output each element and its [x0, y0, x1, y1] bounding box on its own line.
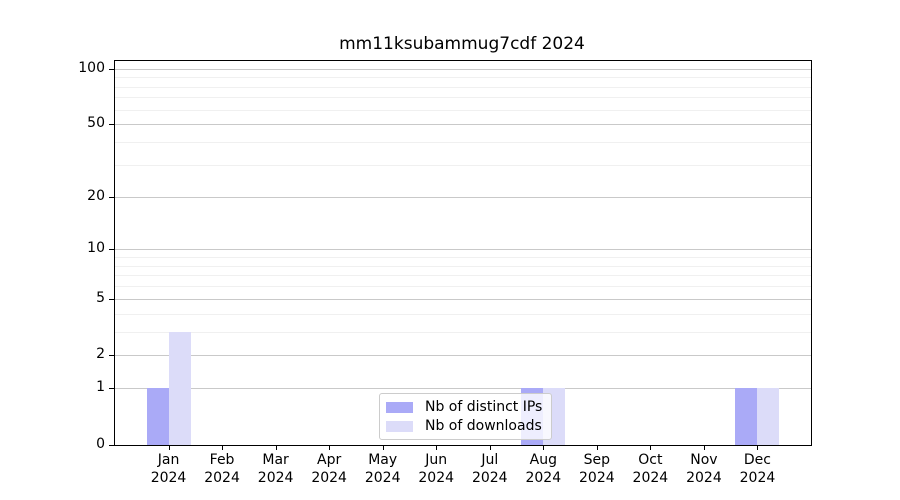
legend-label-downloads: Nb of downloads [425, 418, 542, 434]
gridline-major-10 [115, 249, 811, 251]
gridline-minor-8 [115, 265, 811, 267]
grid-layer [115, 61, 811, 445]
gridline-minor-9 [115, 257, 811, 259]
x-axis-tick-label: Jul 2024 [471, 452, 508, 486]
x-tick-mark-jul [489, 445, 491, 450]
gridline-major-20 [115, 196, 811, 198]
gridline-minor-7 [115, 275, 811, 277]
gridline-minor-4 [115, 313, 811, 315]
bar-distinct-ips-jan [146, 388, 169, 445]
gridline-minor-30 [115, 165, 811, 166]
x-axis-tick-label: Sep 2024 [579, 452, 615, 486]
x-tick-mark-nov [703, 445, 705, 450]
gridline-major-5 [115, 298, 811, 300]
x-axis-tick-label: Jun 2024 [418, 452, 455, 486]
axis-ticks-layer: 0 1 2 5 10 20 50 100 Jan 2024 Feb 2024 Mar 2024 Apr… [78, 60, 811, 486]
gridline-minor-40 [115, 142, 811, 144]
x-axis-tick-label: Apr 2024 [311, 452, 347, 486]
x-tick-mark-mar [275, 445, 277, 450]
y-tick-mark-20 [109, 196, 114, 198]
legend-item-distinct-ips: Nb of distinct IPs [386, 399, 542, 415]
bar-downloads-jan [168, 331, 191, 445]
x-tick-mark-sep [596, 445, 598, 450]
y-tick-mark-1 [109, 388, 114, 390]
y-tick-mark-100 [109, 68, 114, 70]
legend: Nb of distinct IPs Nb of downloads [379, 393, 553, 440]
gridline-minor-6 [115, 286, 811, 288]
y-axis-tick-label: 50 [87, 115, 105, 132]
x-tick-mark-oct [650, 445, 652, 450]
x-tick-mark-jun [436, 445, 438, 450]
gridline-minor-70 [115, 97, 811, 99]
y-tick-mark-2 [109, 355, 114, 357]
y-tick-mark-50 [109, 124, 114, 126]
gridline-minor-80 [115, 86, 811, 88]
gridline-major-50 [115, 124, 811, 126]
bar-downloads-dec [757, 388, 780, 445]
gridline-major-100 [115, 68, 811, 70]
x-axis-tick-label: Nov 2024 [686, 452, 722, 486]
legend-label-distinct-ips: Nb of distinct IPs [425, 399, 543, 415]
legend-item-downloads: Nb of downloads [386, 418, 542, 434]
x-axis-tick-label: Mar 2024 [257, 452, 294, 486]
y-axis-tick-label: 1 [96, 379, 105, 396]
x-axis-tick-label: Feb 2024 [204, 452, 240, 486]
y-tick-mark-0 [109, 445, 114, 446]
bar-distinct-ips-dec [735, 388, 758, 445]
x-axis-tick-label: Dec 2024 [739, 452, 776, 486]
x-tick-mark-may [382, 445, 384, 450]
x-axis-tick-label: Jan 2024 [150, 452, 187, 486]
gridline-minor-60 [115, 109, 811, 111]
x-axis-tick-label: Oct 2024 [632, 452, 669, 486]
chart-title: mm11ksubammug7cdf 2024 [339, 34, 585, 54]
y-axis-tick-label: 5 [96, 289, 105, 306]
x-tick-mark-aug [543, 445, 545, 450]
x-tick-mark-apr [329, 445, 331, 450]
legend-swatch-distinct-ips [386, 401, 413, 413]
y-axis-tick-label: 20 [87, 187, 105, 204]
y-axis-tick-label: 0 [96, 436, 105, 452]
y-tick-mark-10 [109, 249, 114, 251]
gridline-minor-3 [115, 331, 811, 333]
y-axis-tick-label: 2 [96, 346, 105, 363]
legend-swatch-downloads [386, 420, 413, 432]
gridline-minor-90 [115, 77, 811, 79]
x-tick-mark-dec [757, 445, 759, 450]
x-tick-mark-jan [168, 445, 170, 450]
y-axis-tick-label: 10 [87, 240, 105, 257]
gridline-major-2 [115, 355, 811, 357]
x-axis-tick-label: Aug 2024 [525, 452, 562, 486]
gridline-major-1 [115, 388, 811, 390]
x-axis-tick-label: May 2024 [364, 452, 401, 486]
y-tick-mark-5 [109, 298, 114, 300]
x-tick-mark-feb [222, 445, 224, 450]
bars-layer [115, 61, 811, 445]
plot-area: Nb of distinct IPs Nb of downloads 0 1 2 5 1… [78, 60, 812, 486]
y-axis-tick-label: 100 [78, 59, 105, 76]
